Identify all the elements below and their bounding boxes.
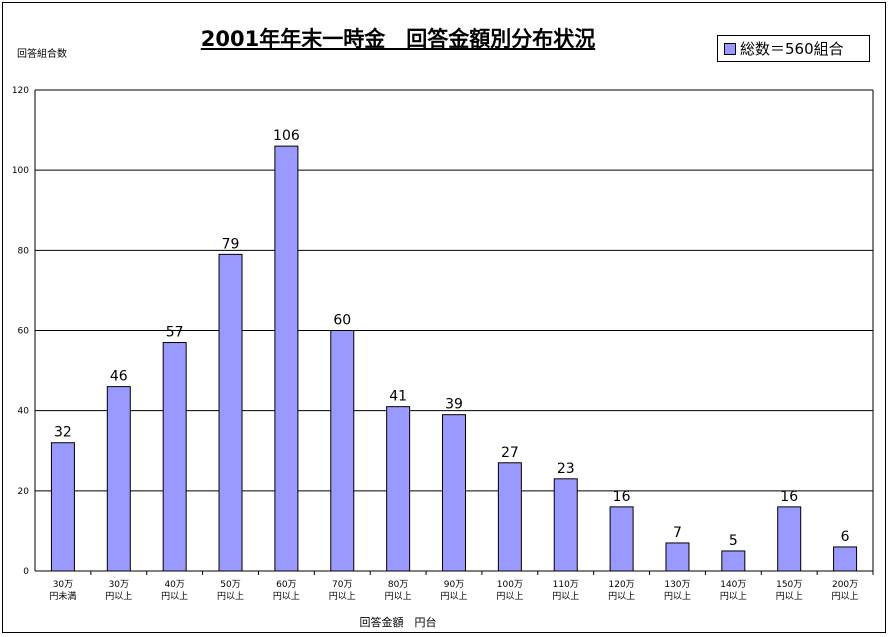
x-tick-label: 円以上 — [440, 591, 467, 602]
y-tick-label: 60 — [18, 327, 30, 337]
bar — [442, 414, 466, 572]
x-tick-label: 円以上 — [832, 591, 859, 602]
bar — [665, 542, 690, 572]
y-tick-label: 20 — [18, 487, 30, 497]
bar — [218, 253, 243, 572]
y-tick-label: 40 — [18, 407, 30, 417]
x-tick-label: 100万 — [497, 580, 523, 590]
x-tick-label: 円以上 — [273, 591, 300, 602]
bar — [386, 406, 411, 572]
x-tick-label: 80万 — [388, 580, 408, 590]
data-label: 16 — [780, 489, 798, 505]
y-tick-label: 100 — [12, 166, 29, 176]
data-label: 46 — [110, 369, 128, 385]
x-tick-label: 円以上 — [385, 591, 412, 602]
data-label: 57 — [166, 325, 184, 341]
bar — [330, 330, 355, 572]
y-tick-label: 0 — [23, 567, 29, 577]
data-label: 60 — [333, 313, 351, 329]
legend-swatch — [724, 42, 736, 55]
x-tick-label: 30万 — [53, 580, 73, 590]
data-label: 32 — [54, 425, 72, 441]
bar — [777, 506, 802, 572]
data-label: 23 — [557, 461, 575, 477]
data-label: 6 — [841, 529, 850, 545]
data-label: 7 — [673, 525, 682, 541]
bar — [497, 462, 522, 572]
bar — [274, 145, 299, 572]
x-tick-label: 150万 — [776, 580, 802, 590]
x-tick-label: 円以上 — [776, 591, 803, 602]
y-tick-label: 120 — [12, 86, 29, 96]
bar — [162, 342, 187, 572]
data-label: 79 — [222, 236, 240, 252]
x-tick-label: 円以上 — [608, 591, 635, 602]
x-tick-label: 70万 — [332, 580, 352, 590]
data-label: 27 — [501, 445, 519, 461]
x-tick-label: 200万 — [832, 580, 858, 590]
x-tick-label: 110万 — [553, 580, 579, 590]
x-tick-label: 130万 — [664, 580, 690, 590]
x-tick-label: 円以上 — [161, 591, 188, 602]
x-tick-label: 30万 — [109, 580, 129, 590]
x-tick-label: 円以上 — [552, 591, 579, 602]
y-tick-label: 80 — [18, 246, 30, 256]
x-tick-label: 60万 — [276, 580, 296, 590]
data-label: 41 — [389, 389, 407, 405]
legend: 総数＝560組合 — [717, 35, 870, 62]
bar — [106, 386, 131, 572]
x-tick-label: 140万 — [720, 580, 746, 590]
data-label: 16 — [613, 489, 631, 505]
legend-label: 総数＝560組合 — [740, 40, 844, 58]
x-axis-label: 回答金額 円台 — [359, 616, 437, 629]
data-label: 5 — [729, 533, 738, 549]
bar — [721, 550, 746, 572]
x-tick-label: 円未満 — [49, 590, 76, 602]
bar — [50, 442, 75, 572]
x-tick-label: 円以上 — [217, 591, 244, 602]
x-tick-label: 120万 — [609, 580, 635, 590]
x-tick-label: 円以上 — [496, 591, 523, 602]
x-tick-label: 90万 — [444, 580, 464, 590]
bar — [833, 546, 858, 572]
data-label: 106 — [273, 128, 300, 144]
x-tick-label: 円以上 — [664, 591, 691, 602]
x-tick-label: 円以上 — [105, 591, 132, 602]
plot-area: 0204060801001203230万円未満4630万円以上5740万円以上7… — [12, 86, 874, 602]
data-label: 39 — [445, 397, 463, 413]
x-tick-label: 円以上 — [329, 591, 356, 602]
y-axis-label: 回答組合数 — [17, 49, 67, 60]
x-tick-label: 円以上 — [720, 591, 747, 602]
bar — [553, 478, 578, 572]
chart-title: 2001年年末一時金 回答金額別分布状況 — [200, 27, 596, 51]
x-tick-label: 40万 — [164, 580, 184, 590]
bar — [609, 506, 634, 572]
x-tick-label: 50万 — [220, 580, 240, 590]
